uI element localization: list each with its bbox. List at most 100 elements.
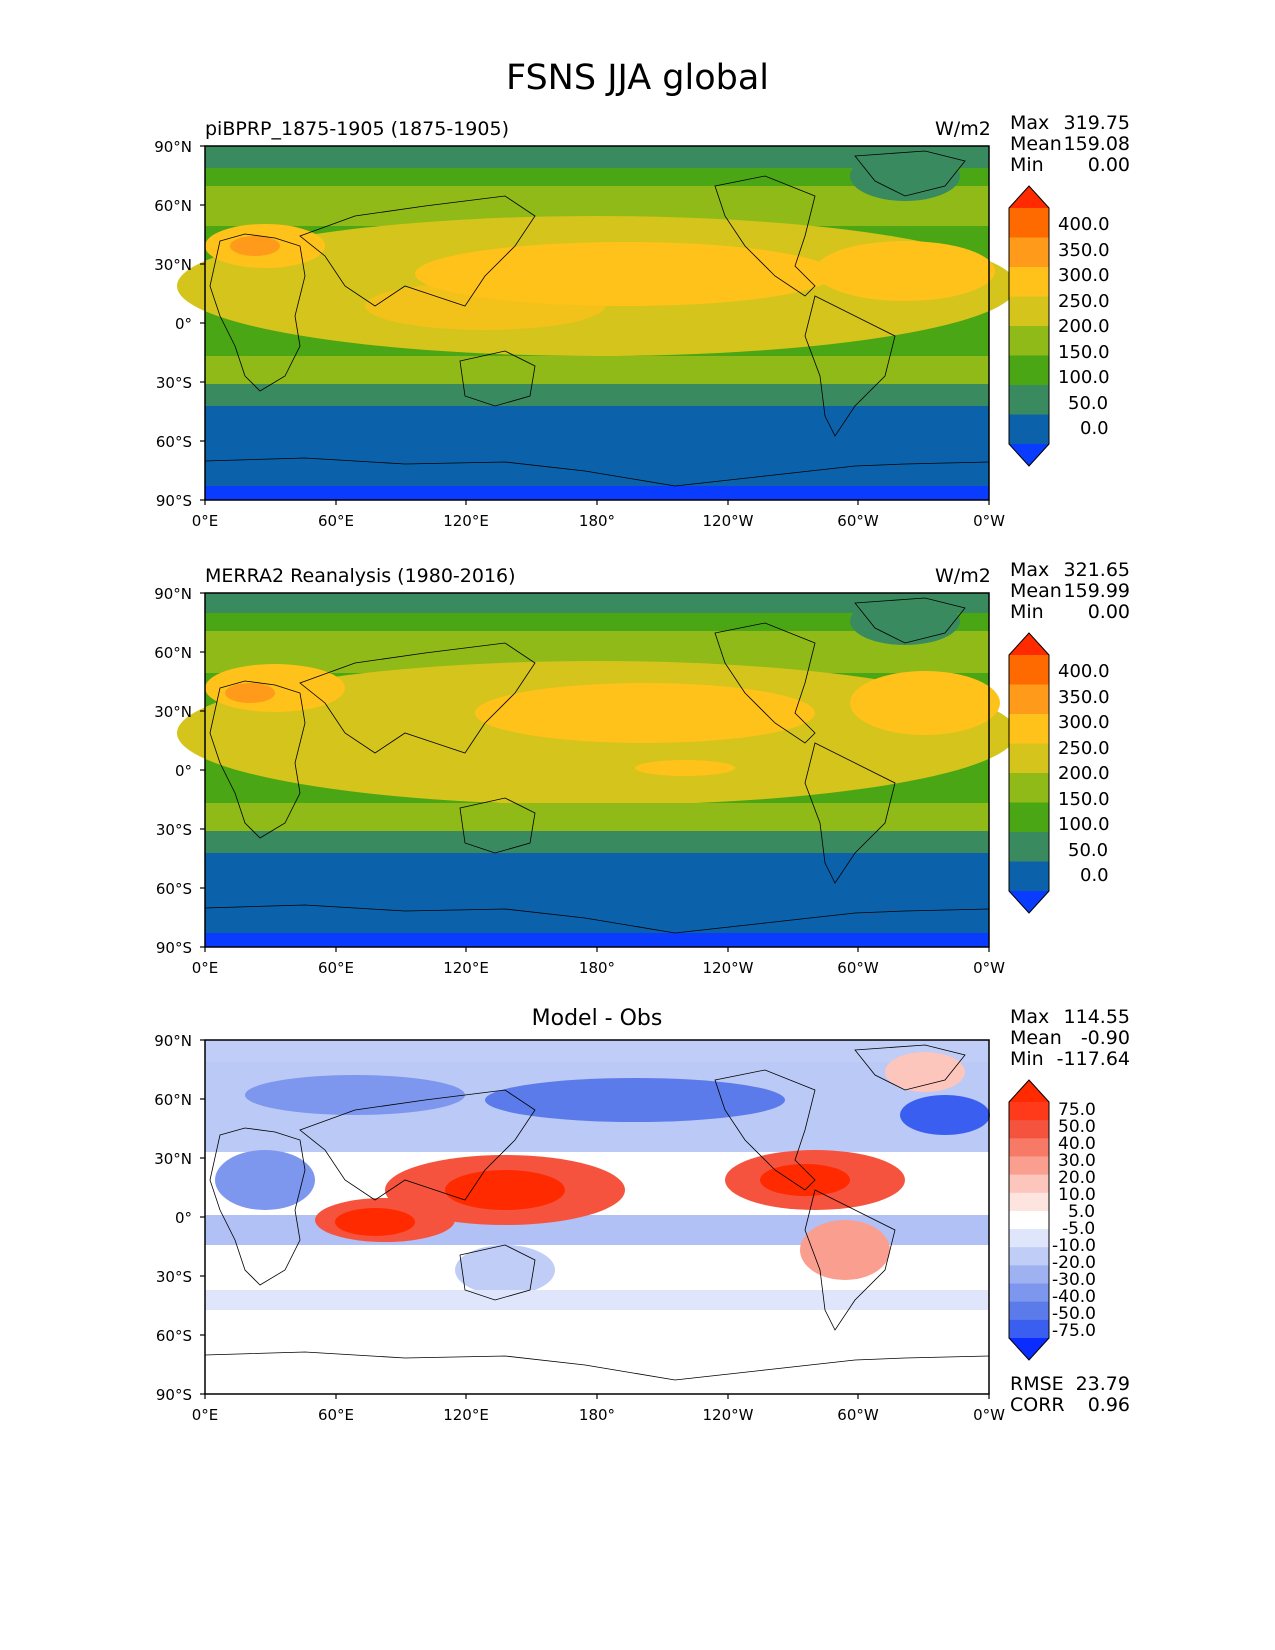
colorbar-label: 400.0 — [1058, 214, 1110, 235]
indian-core — [335, 1208, 415, 1236]
colorbar-label: 75.0 — [1058, 1100, 1096, 1120]
map-diff — [204, 1040, 990, 1394]
band-south-green — [205, 384, 989, 406]
lon-tick-label: 0°W — [973, 512, 1005, 530]
axes-obs — [200, 592, 990, 952]
lon-tick-label: 180° — [578, 512, 616, 530]
colorbar-segment — [1009, 655, 1049, 685]
panel-units: W/m2 — [935, 118, 991, 140]
stat-min-label: Min — [1010, 154, 1044, 176]
band-antarctic — [205, 486, 989, 500]
coastlines — [204, 1044, 990, 1381]
eurasia-deficit — [245, 1075, 465, 1115]
lat-tick-label: 90°S — [155, 492, 192, 510]
lon-tick-label: 0°E — [191, 959, 219, 977]
colorbar-extend-min — [1009, 891, 1049, 913]
colorbar-segment — [1009, 743, 1049, 774]
colorbar-outline — [1008, 1079, 1050, 1361]
lat-tick-label: 30°S — [155, 374, 192, 392]
stat-mean-label: Mean — [1010, 580, 1062, 602]
lat-tick-label: 0° — [174, 762, 192, 780]
stat-max-label: Max — [1010, 112, 1050, 134]
colorbar-extend-min — [1009, 1338, 1049, 1360]
lat-tick-label: 30°N — [154, 1150, 192, 1168]
indian-maximum — [365, 282, 605, 330]
colorbar-segment — [1009, 267, 1049, 297]
colorbar-outline — [1008, 185, 1050, 467]
lat-tick-label: 0° — [174, 315, 192, 333]
lon-tick-label: 180° — [578, 1406, 616, 1424]
colorbar-label: -50.0 — [1052, 1304, 1096, 1324]
lat-tick-label: 30°N — [154, 703, 192, 721]
mideast-maximum — [230, 236, 280, 256]
stat-min-label: Min — [1010, 1048, 1044, 1070]
lat-tick-label: 90°S — [155, 939, 192, 957]
colorbar-segment — [1009, 1319, 1049, 1339]
band-south-mid — [205, 803, 989, 831]
colorbar-segment — [1009, 326, 1049, 356]
lon-tick-label: 60°W — [837, 959, 879, 977]
south-america-excess — [800, 1220, 890, 1280]
axes-model — [200, 145, 990, 505]
lon-tick-label: 60°E — [317, 512, 355, 530]
corr-label: CORR — [1010, 1394, 1065, 1416]
north-atlantic-deficit — [900, 1095, 990, 1135]
colorbar-segment — [1009, 1210, 1049, 1230]
stat-max-value: 114.55 — [1063, 1006, 1130, 1028]
lat-tick-label: 60°S — [155, 433, 192, 451]
pacific-maximum — [475, 683, 815, 743]
colorbar-label: 300.0 — [1058, 265, 1110, 286]
colorbar-label: 250.0 — [1058, 291, 1110, 312]
colorbar-label: -75.0 — [1052, 1321, 1096, 1341]
stat-max-value: 319.75 — [1063, 112, 1130, 134]
map-model — [177, 146, 1017, 500]
colorbar-segment — [1009, 1283, 1049, 1303]
colorbar-extend-min — [1009, 444, 1049, 466]
lat-tick-label: 90°S — [155, 1386, 192, 1404]
lat-tick-label: 90°N — [154, 1032, 192, 1050]
colorbar-segment — [1009, 237, 1049, 268]
lon-tick-label: 0°W — [973, 1406, 1005, 1424]
lon-tick-label: 120°W — [702, 1406, 754, 1424]
greenland-field — [850, 151, 960, 201]
figure-title: FSNS JJA global — [505, 58, 770, 98]
colorbar-segment — [1009, 714, 1049, 744]
colorbar-extend-max — [1009, 633, 1049, 655]
colorbar-segment — [1009, 208, 1049, 238]
colorbar-segment — [1009, 861, 1049, 892]
panel-title: Model - Obs — [531, 1006, 663, 1031]
stat-min-label: Min — [1010, 601, 1044, 623]
lon-tick-label: 120°W — [702, 512, 754, 530]
colorbar-segment — [1009, 802, 1049, 833]
lon-tick-label: 120°E — [443, 512, 489, 530]
lon-tick-label: 120°E — [443, 959, 489, 977]
band-arctic — [205, 593, 989, 613]
stat-min-value: 0.00 — [1087, 601, 1130, 623]
lon-tick-label: 0°E — [191, 512, 219, 530]
band-arctic — [205, 1040, 989, 1062]
colorbar-label: 30.0 — [1058, 1151, 1096, 1171]
colorbar-segment — [1009, 1102, 1049, 1121]
colorbar-label: -5.0 — [1062, 1219, 1096, 1239]
lat-tick-label: 0° — [174, 1209, 192, 1227]
lon-tick-label: 180° — [578, 959, 616, 977]
stat-mean-label: Mean — [1010, 133, 1062, 155]
greenland-field — [850, 597, 960, 645]
atlantic-maximum — [850, 671, 1000, 735]
colorbar-label: 50.0 — [1068, 393, 1109, 414]
lat-tick-label: 30°N — [154, 256, 192, 274]
map-obs — [177, 593, 1017, 947]
colorbar-segment — [1009, 1265, 1049, 1285]
colorbar-model — [1008, 185, 1050, 467]
colorbar-label: 10.0 — [1058, 1185, 1096, 1205]
colorbar-extend-max — [1009, 1080, 1049, 1102]
mideast-maximum — [225, 683, 275, 703]
colorbar-label: 100.0 — [1058, 367, 1110, 388]
colorbar-segment — [1009, 1192, 1049, 1212]
colorbar-segment — [1009, 684, 1049, 715]
colorbar-label: 20.0 — [1058, 1168, 1096, 1188]
stat-min-value: -117.64 — [1056, 1048, 1130, 1070]
coastlines — [204, 150, 990, 487]
band-antarctic — [205, 933, 989, 947]
greenland-excess — [885, 1052, 965, 1092]
